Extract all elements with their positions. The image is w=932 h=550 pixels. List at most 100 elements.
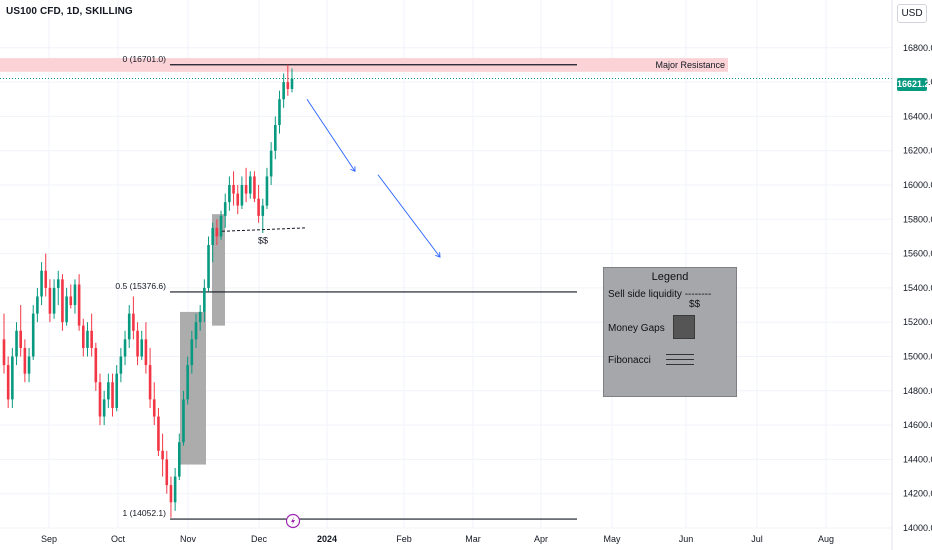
candles-group <box>2 64 294 518</box>
candle-body <box>40 270 43 297</box>
candle-body <box>144 339 148 366</box>
candle-body <box>182 399 185 443</box>
y-tick-label: 14800.0 <box>903 386 932 396</box>
projection-arrow-line <box>377 174 441 258</box>
fibonacci-levels: 0 (16701.0) 0.5 (15376.6) 1 (14052.1) <box>115 54 577 520</box>
projection-arrow-head <box>350 166 356 172</box>
x-tick-label: May <box>603 534 621 544</box>
legend-money-gaps-swatch <box>673 315 695 339</box>
candle-body <box>265 176 269 206</box>
x-tick-label: Mar <box>465 534 481 544</box>
candle-body <box>253 176 256 199</box>
liquidity-symbol: $$ <box>258 235 268 245</box>
candle-body <box>123 339 127 357</box>
legend-title: Legend <box>651 271 689 283</box>
candle-body <box>61 279 64 323</box>
x-tick-label: Sep <box>41 534 57 544</box>
candle-body <box>223 202 227 216</box>
projection-arrow-head <box>435 252 441 258</box>
candle-body <box>48 287 52 314</box>
candle-body <box>240 185 244 206</box>
legend-money-gaps-label: Money Gaps <box>608 323 665 334</box>
candle-body <box>257 198 260 216</box>
sell-side-liquidity-line <box>221 227 306 232</box>
candle-body <box>98 382 102 417</box>
candle-body <box>157 416 160 451</box>
candle-body <box>27 356 31 374</box>
candle-body <box>111 382 114 408</box>
candle-body <box>2 339 6 366</box>
x-tick-label: Oct <box>111 534 126 544</box>
candle-body <box>119 356 123 374</box>
candle-body <box>136 330 139 357</box>
candle-body <box>215 227 219 237</box>
y-tick-label: 14400.0 <box>903 454 932 464</box>
y-tick-label: 15600.0 <box>903 249 932 259</box>
candle-body <box>194 322 198 340</box>
y-tick-label: 15800.0 <box>903 214 932 224</box>
candle-body <box>186 365 189 400</box>
legend-sell-side-label: Sell side liquidity -------- <box>608 289 712 300</box>
candle-body <box>152 399 156 417</box>
candle-body <box>11 356 14 400</box>
time-axis: Sep Oct Nov Dec 2024 Feb Mar Apr May Jun Jul Aug <box>41 513 834 544</box>
fib-level-label: 0.5 (15376.6) <box>115 281 166 291</box>
candle-body <box>15 330 18 357</box>
candle-body <box>282 82 285 100</box>
fib-level-label: 1 (14052.1) <box>123 508 167 518</box>
candle-body <box>198 311 202 323</box>
candle-body <box>107 382 110 400</box>
legend-fibonacci-swatch <box>666 354 694 368</box>
legend-sell-side-symbol: $$ <box>689 299 701 310</box>
projection-arrows: $$ <box>221 99 441 258</box>
x-tick-label: Nov <box>180 534 197 544</box>
candle-body <box>278 99 281 125</box>
y-tick-label: 15200.0 <box>903 317 932 327</box>
x-tick-label: Aug <box>818 534 834 544</box>
candle-body <box>56 279 60 288</box>
legend-fibonacci-label: Fibonacci <box>608 355 651 366</box>
candle-body <box>219 215 223 237</box>
y-tick-label: 16000.0 <box>903 180 932 190</box>
x-tick-label: 2024 <box>317 534 337 544</box>
candle-body <box>86 330 89 348</box>
candle-body <box>115 373 118 408</box>
money-gap-zone <box>212 214 225 326</box>
candle-body <box>286 82 290 89</box>
x-tick-label: Jun <box>679 534 694 544</box>
candle-body <box>82 325 85 348</box>
legend-box: Legend Sell side liquidity -------- $$ M… <box>603 267 737 397</box>
lightning-glyph <box>291 517 295 525</box>
y-tick-label: 14000.0 <box>903 523 932 533</box>
candle-body <box>173 476 177 503</box>
candle-body <box>228 185 231 203</box>
y-tick-label: 14600.0 <box>903 420 932 430</box>
candle-body <box>261 205 265 216</box>
candle-body <box>140 339 144 357</box>
fib-level-label: 0 (16701.0) <box>123 54 167 64</box>
currency-button[interactable]: USD <box>897 4 927 23</box>
candle-body <box>132 313 135 331</box>
candle-body <box>290 78 294 89</box>
last-price-tag: 16621.2 <box>897 78 930 91</box>
candle-body <box>248 176 252 194</box>
x-tick-label: Apr <box>534 534 548 544</box>
y-tick-label: 15000.0 <box>903 352 932 362</box>
candle-body <box>52 287 56 314</box>
resistance-label: Major Resistance <box>655 60 725 70</box>
y-tick-label: 16800.0 <box>903 43 932 53</box>
y-tick-label: 16400.0 <box>903 111 932 121</box>
candle-body <box>90 330 93 348</box>
candle-body <box>127 313 131 340</box>
chart-zones: Major Resistance <box>0 58 892 465</box>
x-tick-label: Feb <box>396 534 412 544</box>
candle-body <box>269 150 273 177</box>
candle-body <box>94 347 98 383</box>
chart-grid <box>0 0 892 529</box>
candle-body <box>178 442 181 477</box>
candle-body <box>19 330 22 348</box>
candle-body <box>148 365 152 400</box>
candle-body <box>36 296 39 314</box>
candle-body <box>31 313 35 357</box>
